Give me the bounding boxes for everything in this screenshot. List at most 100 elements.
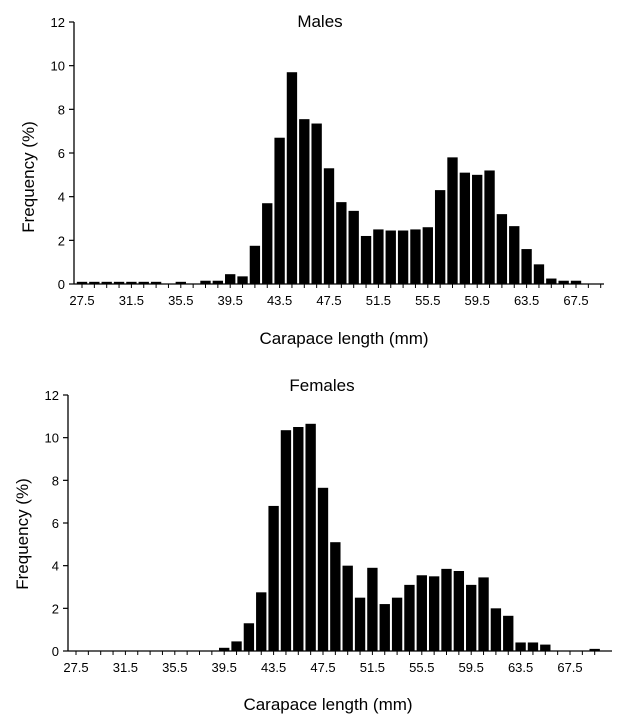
x-tick-label: 39.5 [212, 660, 237, 675]
bar [496, 214, 508, 284]
x-tick-label: 43.5 [261, 660, 286, 675]
x-tick-label: 31.5 [119, 293, 144, 308]
y-tick-label: 4 [58, 190, 65, 205]
bar [478, 577, 489, 651]
bar [274, 137, 285, 284]
bar [323, 168, 335, 284]
bar [256, 592, 267, 651]
x-tick-label: 51.5 [360, 660, 385, 675]
females-histogram: Females Frequency (%) Carapace length (m… [13, 376, 612, 714]
bar [466, 584, 477, 651]
bar [268, 505, 279, 651]
bar [428, 576, 440, 651]
bar [305, 423, 316, 651]
y-tick-label: 8 [58, 102, 65, 117]
bar [293, 427, 304, 651]
bar [521, 249, 532, 284]
bar [101, 281, 112, 284]
bar [472, 174, 483, 284]
bar [509, 226, 520, 284]
bar [410, 229, 421, 284]
x-tick-label: 51.5 [366, 293, 391, 308]
chart-title: Females [289, 376, 354, 395]
bar [404, 584, 415, 651]
bar [317, 487, 329, 651]
bar [138, 281, 149, 284]
bar [447, 157, 458, 284]
bar [348, 210, 359, 284]
bar [546, 278, 557, 284]
bar [225, 274, 236, 284]
bar [570, 280, 582, 284]
y-tick-label: 12 [45, 388, 59, 403]
y-tick-label: 2 [58, 233, 65, 248]
bar [422, 227, 433, 284]
bar [484, 170, 495, 284]
bar [360, 235, 372, 284]
bar [391, 597, 403, 651]
y-tick-label: 10 [45, 431, 59, 446]
bar [373, 229, 384, 284]
bar [379, 604, 390, 651]
bar [113, 281, 125, 284]
bar [441, 568, 452, 651]
bar [354, 597, 366, 651]
bar [385, 230, 396, 284]
males-histogram: Males Frequency (%) Carapace length (mm)… [19, 12, 604, 348]
bar [367, 567, 378, 651]
bar [212, 280, 224, 284]
y-tick-label: 8 [52, 473, 59, 488]
y-tick-label: 4 [52, 559, 59, 574]
bar [490, 608, 502, 651]
plot-area: 0 2 4 6 8 10 12 27.5 31.5 35.5 39.5 43.5 47.5 51.5 55.… [51, 15, 604, 308]
bar [416, 575, 427, 651]
bar [540, 644, 551, 651]
x-axis-label: Carapace length (mm) [259, 329, 428, 348]
x-axis-label: Carapace length (mm) [243, 695, 412, 714]
x-tick-label: 47.5 [310, 660, 335, 675]
x-tick-label: 63.5 [514, 293, 539, 308]
y-axis-label: Frequency (%) [19, 121, 38, 232]
bar [453, 571, 465, 651]
x-tick-label: 39.5 [218, 293, 243, 308]
bar [503, 615, 514, 651]
x-tick-label: 35.5 [162, 660, 187, 675]
bar [459, 172, 471, 284]
bar [219, 647, 230, 651]
bar [397, 230, 409, 284]
bar [200, 280, 211, 284]
x-tick-label: 31.5 [113, 660, 138, 675]
bar [330, 542, 341, 651]
chart-title: Males [297, 12, 342, 31]
y-tick-label: 0 [58, 277, 65, 292]
bar [286, 72, 298, 284]
bar [262, 203, 273, 284]
y-axis-label: Frequency (%) [13, 478, 32, 589]
plot-area: 0 2 4 6 8 10 12 27.5 31.5 35.5 39.5 43.5 47.5 51.5 55.… [45, 388, 612, 675]
x-tick-label: 27.5 [63, 660, 88, 675]
x-tick-label: 67.5 [557, 660, 582, 675]
x-tick-label: 55.5 [409, 660, 434, 675]
bar [515, 642, 526, 651]
x-tick-label: 63.5 [508, 660, 533, 675]
bar [249, 245, 261, 284]
bar [434, 190, 446, 284]
x-tick-label: 43.5 [267, 293, 292, 308]
x-tick-label: 67.5 [563, 293, 588, 308]
x-tick-label: 59.5 [465, 293, 490, 308]
bar [76, 281, 88, 284]
bar [299, 119, 310, 284]
bar [527, 642, 539, 651]
y-tick-label: 12 [51, 15, 65, 30]
bar [243, 623, 255, 651]
bar [280, 430, 292, 651]
x-tick-label: 27.5 [69, 293, 94, 308]
bar [342, 565, 353, 651]
y-tick-label: 2 [52, 601, 59, 616]
bar [150, 281, 162, 284]
x-tick-label: 47.5 [316, 293, 341, 308]
x-tick-label: 35.5 [168, 293, 193, 308]
y-tick-label: 10 [51, 59, 65, 74]
bar [589, 648, 600, 651]
